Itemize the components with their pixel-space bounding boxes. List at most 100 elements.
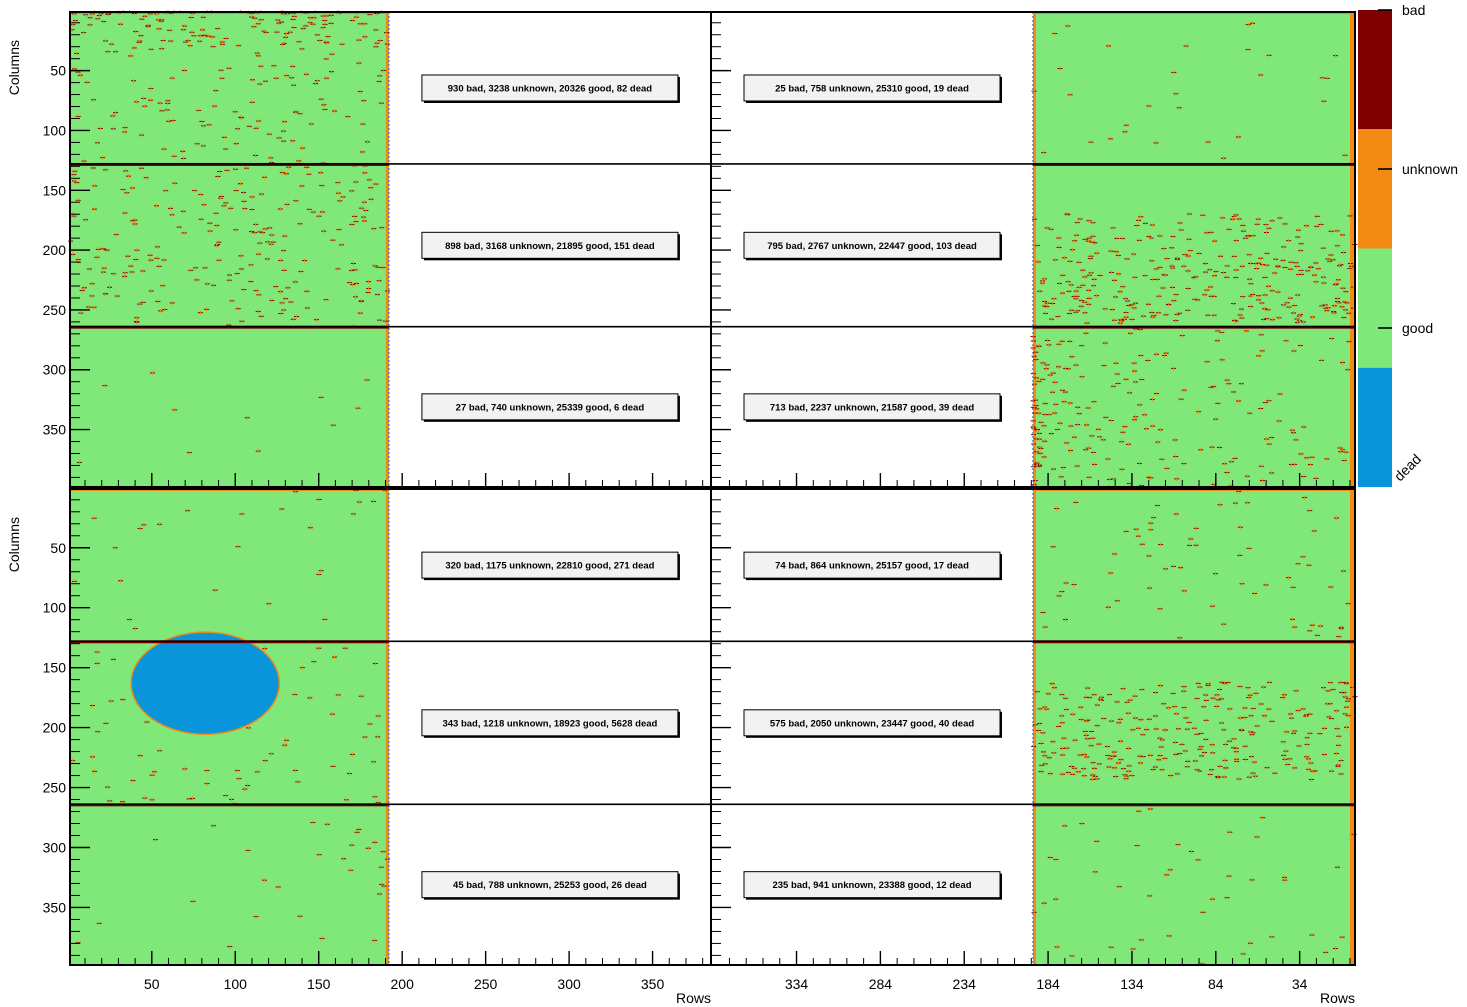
stat-text: 343 bad, 1218 unknown, 18923 good, 5628 … [442,718,657,729]
bad-pixel-halo [373,499,375,504]
bad-pixel-halo [1125,315,1127,320]
bad-pixel-halo [330,13,332,18]
bad-pixel-halo [147,24,149,29]
bad-pixel-halo [160,308,162,313]
bad-pixel-halo [1097,427,1099,432]
bad-pixel-halo [351,222,353,227]
bad-pixel-halo [1348,311,1350,316]
bad-pixel-halo [1152,767,1154,772]
bad-pixel-halo [247,725,249,730]
bad-pixel-halo [1173,366,1175,371]
bad-pixel-halo [1199,747,1201,752]
bad-pixel-halo [1240,307,1242,312]
bad-pixel-halo [149,253,151,258]
bad-pixel-halo [1216,692,1218,697]
bad-pixel-halo [72,22,74,27]
bad-pixel-halo [1256,723,1258,728]
bad-pixel-halo [1076,294,1078,299]
bad-pixel-halo [157,299,159,304]
bad-pixel-halo [386,857,388,862]
bad-pixel-halo [1260,256,1262,261]
bad-pixel-halo [1144,221,1146,226]
bad-pixel-halo [1085,733,1087,738]
bad-pixel-halo [1337,763,1339,768]
bad-pixel-halo [1151,310,1153,315]
bad-pixel-halo [1067,23,1069,28]
bad-pixel-halo [1345,681,1347,686]
bad-pixel-halo [318,214,320,219]
bad-pixel-halo [1246,474,1248,479]
bad-pixel-halo [1330,253,1332,258]
bad-pixel-halo [1251,21,1253,26]
bad-pixel-halo [1093,283,1095,288]
bad-pixel-halo [1035,403,1037,408]
bad-pixel-halo [1200,744,1202,749]
bad-pixel-halo [1263,317,1265,322]
bad-pixel-halo [1260,332,1262,337]
bad-pixel-halo [1038,411,1040,416]
bad-pixel-halo [282,129,284,134]
bad-pixel-halo [1158,757,1160,762]
bad-pixel-halo [1204,750,1206,755]
bad-pixel-halo [1156,503,1158,508]
bad-pixel-halo [199,39,201,44]
bad-pixel-halo [1250,729,1252,734]
bad-pixel-halo [1142,754,1144,759]
bad-pixel-halo [1156,277,1158,282]
x-axis-title: Rows [1320,990,1355,1006]
bad-pixel-halo [1336,228,1338,233]
bad-pixel-halo [367,846,369,851]
bad-pixel-halo [1311,933,1313,938]
bad-pixel-halo [199,310,201,315]
bad-pixel-halo [1096,293,1098,298]
bad-pixel-halo [1088,446,1090,451]
bad-pixel-halo [1081,374,1083,379]
bad-pixel-halo [1153,313,1155,318]
bad-pixel-halo [1040,420,1042,425]
bad-pixel-halo [1105,415,1107,420]
bad-pixel-halo [1065,696,1067,701]
bad-pixel-halo [185,40,187,45]
bad-pixel-halo [164,307,166,312]
bad-pixel-halo [1188,237,1190,242]
bad-pixel-halo [319,38,321,43]
bad-pixel-halo [1338,734,1340,739]
bad-pixel-halo [1221,357,1223,362]
bad-pixel-halo [1254,774,1256,779]
bad-pixel-halo [1144,273,1146,278]
bad-pixel-halo [1069,259,1071,264]
bad-pixel-halo [1128,763,1130,768]
bad-pixel-halo [1179,220,1181,225]
bad-pixel-halo [1345,289,1347,294]
bad-pixel-halo [93,207,95,212]
x-tick-label: 150 [307,976,331,992]
bad-pixel-halo [1128,746,1130,751]
bad-pixel-halo [1055,857,1057,862]
bad-pixel-halo [1226,470,1228,475]
bad-pixel-halo [1044,439,1046,444]
bad-pixel-halo [1033,441,1035,446]
bad-pixel-halo [312,22,314,27]
bad-pixel-halo [1298,314,1300,319]
bad-pixel-halo [294,692,296,697]
bad-pixel-halo [1295,688,1297,693]
bad-pixel-halo [345,797,347,802]
bad-pixel-halo [1045,366,1047,371]
bad-pixel-halo [1053,685,1055,690]
bad-pixel-halo [1084,237,1086,242]
bad-pixel-halo [108,11,110,16]
bad-pixel-halo [1239,553,1241,558]
bad-pixel-halo [1062,752,1064,757]
bad-pixel-halo [1127,298,1129,303]
bad-pixel-halo [1297,561,1299,566]
bad-pixel-halo [1245,328,1247,333]
bad-pixel-halo [1336,726,1338,731]
bad-pixel-halo [1071,953,1073,958]
bad-pixel-halo [1278,315,1280,320]
bad-pixel-halo [1210,284,1212,289]
bad-pixel-halo [1044,303,1046,308]
bad-pixel-halo [1063,399,1065,404]
bad-pixel-halo [1092,450,1094,455]
bad-pixel-halo [112,113,114,118]
